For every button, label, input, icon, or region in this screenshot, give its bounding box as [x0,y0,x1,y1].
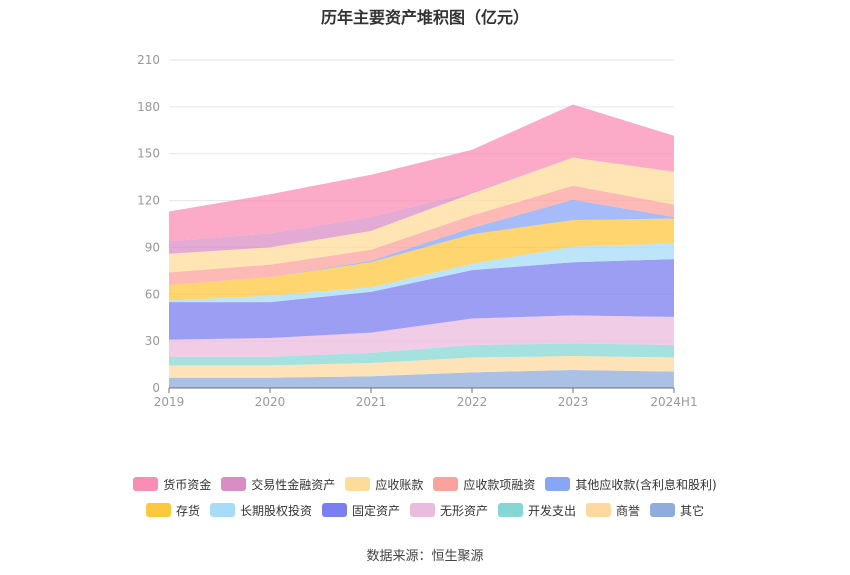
area-series-layer [169,104,674,388]
x-tick-label: 2019 [154,395,185,409]
legend-label: 无形资产 [439,503,488,518]
legend-item[interactable]: 其它 [650,502,704,519]
legend-swatch [586,503,612,517]
legend-row: 货币资金 交易性金融资产 应收账款 应收款项融资 其他应收款(含利息和股利) [0,471,850,497]
legend-swatch [209,503,235,517]
area-series [169,370,674,388]
legend-label: 存货 [175,503,200,518]
x-tick-label: 2021 [356,395,387,409]
legend-swatch [409,503,435,517]
legend-swatch [321,503,347,517]
y-tick-label: 60 [145,287,160,301]
legend-label: 货币资金 [163,477,212,492]
legend-item[interactable]: 长期股权投资 [209,502,312,519]
legend-swatch [433,477,459,491]
area-series [169,157,674,273]
y-tick-label: 120 [137,194,160,208]
area-series [169,199,674,285]
y-tick-label: 150 [137,147,160,161]
area-series [169,343,674,366]
chart-plot: 0 30 60 90 120 150 180 210 2019 2020 2021 2022 2023 2… [137,53,698,409]
legend-item[interactable]: 货币资金 [133,476,211,493]
area-series [169,185,674,285]
legend-item[interactable]: 固定资产 [321,502,400,519]
legend-label: 固定资产 [351,503,400,518]
legend-item[interactable]: 开发支出 [498,502,576,519]
y-tick-label: 90 [145,240,160,254]
axes: 0 30 60 90 120 150 180 210 2019 2020 2021 2022 2023 2… [137,53,698,409]
x-tick-label: 2022 [457,395,488,409]
y-tick-label: 210 [137,53,160,67]
data-source: 数据来源：恒生聚源 [366,549,484,564]
legend-swatch [345,477,371,491]
legend-label: 应收款项融资 [463,477,536,492]
legend-swatch [221,477,247,491]
y-tick-label: 30 [145,334,160,348]
area-series [169,157,674,254]
area-series [169,315,674,357]
legend-label: 交易性金融资产 [251,477,336,492]
area-series [169,356,674,378]
area-series [169,243,674,303]
legend-swatch [498,503,523,517]
y-tick-label: 180 [137,100,160,114]
legend-label: 商誉 [616,503,641,518]
chart-title: 历年主要资产堆积图（亿元） [320,8,529,27]
area-series [169,104,674,242]
legend-item[interactable]: 交易性金融资产 [221,476,335,493]
area-series [169,218,674,301]
legend-label: 开发支出 [528,503,577,518]
x-tick-label: 2024H1 [650,395,697,409]
y-tick-label: 0 [152,381,160,395]
legend-item[interactable]: 其他应收款(含利息和股利) [545,476,717,493]
legend-label: 其他应收款(含利息和股利) [575,477,717,492]
legend-swatch [545,477,571,491]
legend-label: 长期股权投资 [239,503,312,518]
x-tick-label: 2020 [255,395,286,409]
legend-item[interactable]: 商誉 [586,502,640,519]
legend-item[interactable]: 无形资产 [409,502,488,519]
legend-swatch [650,503,676,517]
legend-item[interactable]: 存货 [145,502,200,519]
area-series [169,259,674,340]
legend: 货币资金 交易性金融资产 应收账款 应收款项融资 其他应收款(含利息和股利) 存货 长期股… [0,471,850,523]
legend-swatch [145,503,171,517]
legend-item[interactable]: 应收款项融资 [433,476,535,493]
legend-row: 存货 长期股权投资 固定资产 无形资产 开发支出 商誉 其它 [0,497,850,523]
legend-label: 应收账款 [375,477,424,492]
legend-swatch [133,477,159,491]
legend-label: 其它 [680,503,705,518]
legend-item[interactable]: 应收账款 [345,476,423,493]
x-tick-label: 2023 [558,395,589,409]
